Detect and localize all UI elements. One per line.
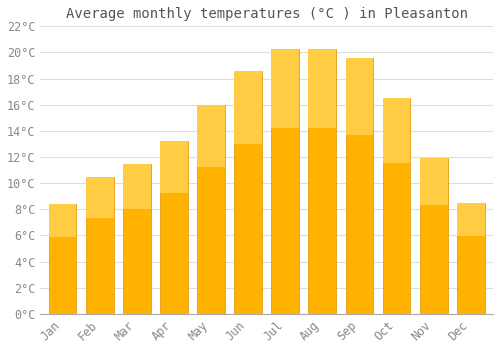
Bar [272, 49, 299, 314]
Bar [86, 177, 114, 218]
Bar [160, 141, 188, 314]
Bar [234, 71, 262, 144]
Bar [160, 141, 188, 193]
Bar [234, 71, 262, 314]
Bar [382, 98, 410, 314]
Bar [123, 163, 150, 314]
Bar [197, 105, 225, 167]
Bar [86, 177, 114, 314]
Bar [346, 58, 374, 134]
Bar [308, 49, 336, 128]
Bar [48, 204, 76, 314]
Title: Average monthly temperatures (°C ) in Pleasanton: Average monthly temperatures (°C ) in Pl… [66, 7, 468, 21]
Bar [346, 58, 374, 314]
Bar [420, 158, 448, 314]
Bar [457, 203, 484, 314]
Bar [420, 158, 448, 205]
Bar [382, 98, 410, 163]
Bar [272, 49, 299, 128]
Bar [308, 49, 336, 314]
Bar [123, 163, 150, 209]
Bar [457, 203, 484, 236]
Bar [197, 105, 225, 314]
Bar [48, 204, 76, 237]
